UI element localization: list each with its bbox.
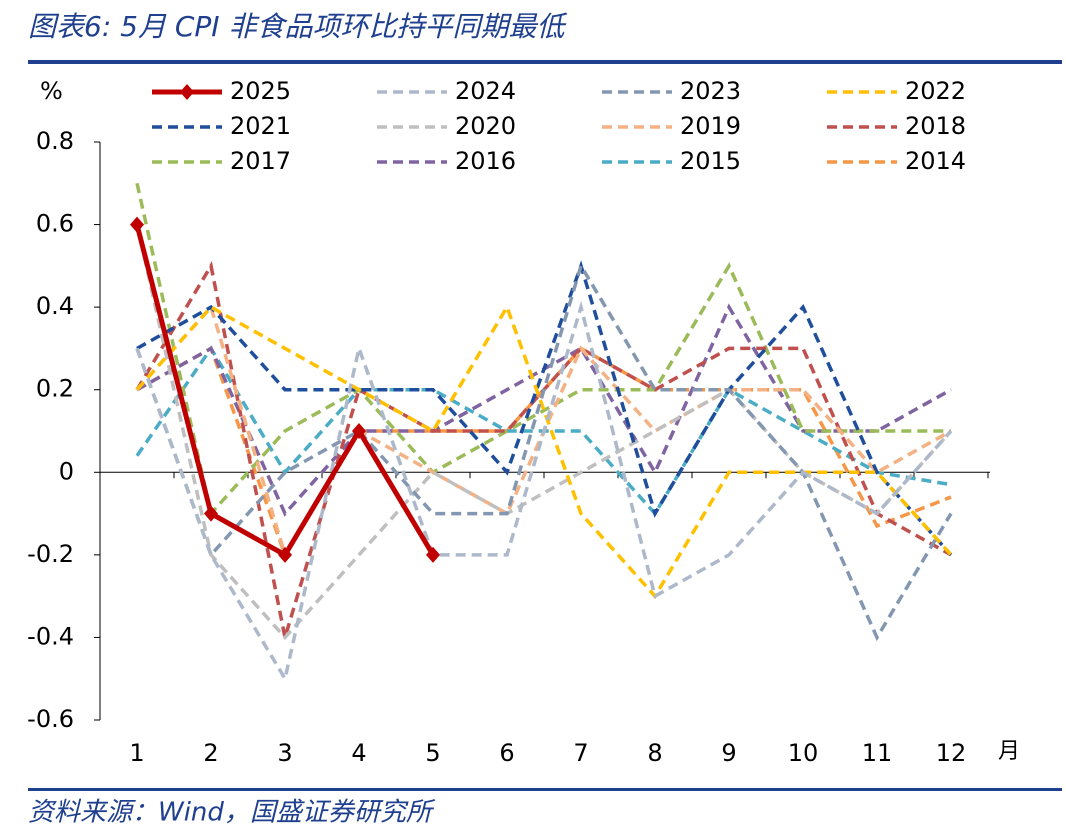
point-marker	[130, 216, 144, 233]
x-tick-label: 4	[351, 739, 366, 767]
legend-label: 2017	[230, 147, 291, 175]
x-tick-label: 9	[721, 739, 736, 767]
series-line	[135, 300, 953, 684]
x-tick-label: 6	[499, 739, 514, 767]
legend-label: 2020	[455, 112, 516, 140]
x-tick-label: 5	[425, 739, 440, 767]
legend-label: 2024	[455, 77, 516, 105]
legend-label: 2022	[905, 77, 966, 105]
point-marker	[426, 546, 440, 563]
legend-label: 2018	[905, 112, 966, 140]
series-line	[135, 303, 953, 600]
y-tick-label: 0.2	[36, 375, 74, 403]
legend-label: 2019	[680, 112, 741, 140]
y-tick-label: -0.6	[27, 705, 74, 733]
x-tick-label: 1	[129, 739, 144, 767]
x-tick-label: 10	[788, 739, 819, 767]
header-rule	[28, 60, 1062, 64]
legend-label: 2014	[905, 147, 966, 175]
footer-rule	[28, 788, 1062, 791]
x-tick-label: 2	[203, 739, 218, 767]
point-marker	[278, 546, 292, 563]
legend-label: 2025	[230, 77, 291, 105]
x-unit: 月	[998, 739, 1020, 764]
legend-label: 2016	[455, 147, 516, 175]
legend-label: 2021	[230, 112, 291, 140]
x-tick-label: 12	[936, 739, 967, 767]
legend-label: 2015	[680, 147, 741, 175]
y-tick-label: -0.4	[27, 622, 74, 650]
source: 资料来源：Wind，国盛证券研究所	[28, 798, 436, 828]
y-tick-label: 0.8	[36, 127, 74, 155]
series-line	[136, 260, 953, 557]
y-tick-label: -0.2	[27, 540, 74, 568]
series-line	[135, 182, 951, 518]
point-marker	[204, 505, 218, 522]
x-tick-label: 7	[573, 739, 588, 767]
chart-title: 图表6: 5月 CPI 非食品项环比持平同期最低	[28, 10, 567, 43]
y-tick-label: 0.4	[36, 292, 74, 320]
y-tick-label: 0	[59, 457, 74, 485]
point-marker	[352, 423, 366, 439]
y-unit: %	[40, 77, 63, 105]
series-line	[135, 261, 953, 642]
x-tick-label: 8	[647, 739, 662, 767]
x-tick-label: 3	[277, 739, 292, 767]
y-tick-label: 0.6	[36, 210, 74, 238]
series-line	[136, 345, 952, 559]
legend-label: 2023	[680, 77, 741, 105]
x-tick-label: 11	[862, 739, 893, 767]
legend-marker	[180, 84, 194, 100]
